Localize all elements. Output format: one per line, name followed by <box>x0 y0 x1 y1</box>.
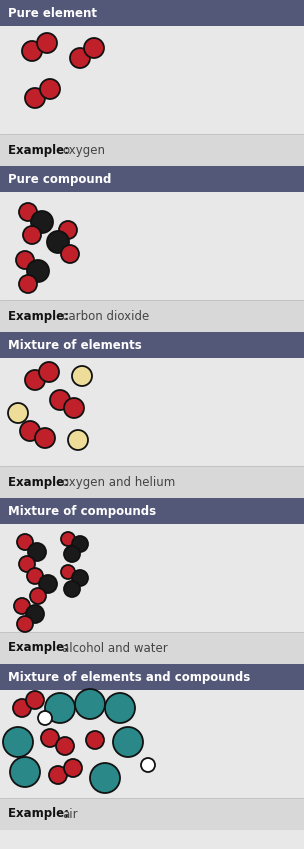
Circle shape <box>72 536 88 552</box>
Bar <box>0 524 304 632</box>
Circle shape <box>45 693 75 723</box>
Text: alcohol and water: alcohol and water <box>62 642 168 655</box>
Circle shape <box>37 33 57 53</box>
Circle shape <box>10 757 40 787</box>
Text: Mixture of elements and compounds: Mixture of elements and compounds <box>8 671 250 683</box>
Circle shape <box>20 421 40 441</box>
Circle shape <box>59 221 77 239</box>
Circle shape <box>35 428 55 448</box>
Circle shape <box>39 362 59 382</box>
Circle shape <box>70 48 90 68</box>
Circle shape <box>68 430 88 450</box>
Bar <box>0 466 304 498</box>
Text: carbon dioxide: carbon dioxide <box>62 310 149 323</box>
Circle shape <box>64 546 80 562</box>
Circle shape <box>86 731 104 749</box>
Bar <box>0 300 304 332</box>
Text: Example:: Example: <box>8 642 73 655</box>
Circle shape <box>50 390 70 410</box>
Circle shape <box>56 737 74 755</box>
Bar <box>0 332 304 358</box>
Circle shape <box>75 689 105 719</box>
Text: Example:: Example: <box>8 310 73 323</box>
Circle shape <box>113 727 143 757</box>
Circle shape <box>27 260 49 282</box>
Text: Mixture of compounds: Mixture of compounds <box>8 504 156 518</box>
Bar <box>0 192 304 300</box>
Circle shape <box>14 598 30 614</box>
Text: oxygen and helium: oxygen and helium <box>62 475 175 488</box>
Circle shape <box>31 211 53 233</box>
Circle shape <box>40 79 60 99</box>
Circle shape <box>3 727 33 757</box>
Circle shape <box>19 556 35 572</box>
Text: air: air <box>62 807 78 820</box>
Circle shape <box>141 758 155 772</box>
Circle shape <box>105 693 135 723</box>
Circle shape <box>28 543 46 561</box>
Bar <box>0 134 304 166</box>
Bar <box>0 166 304 192</box>
Circle shape <box>64 759 82 777</box>
Circle shape <box>49 766 67 784</box>
Bar <box>0 498 304 524</box>
Circle shape <box>27 568 43 584</box>
Circle shape <box>22 41 42 61</box>
Text: Mixture of elements: Mixture of elements <box>8 339 142 351</box>
Circle shape <box>64 398 84 418</box>
Circle shape <box>25 88 45 108</box>
Circle shape <box>61 245 79 263</box>
Circle shape <box>30 588 46 604</box>
Circle shape <box>23 226 41 244</box>
Circle shape <box>72 366 92 386</box>
Circle shape <box>19 203 37 221</box>
Text: oxygen: oxygen <box>62 143 105 156</box>
Circle shape <box>8 403 28 423</box>
Text: Example:: Example: <box>8 807 73 820</box>
Bar <box>0 0 304 26</box>
Text: Example:: Example: <box>8 143 73 156</box>
Circle shape <box>61 565 75 579</box>
Circle shape <box>84 38 104 58</box>
Bar <box>0 358 304 466</box>
Text: Pure compound: Pure compound <box>8 172 111 185</box>
Circle shape <box>90 763 120 793</box>
Bar <box>0 26 304 134</box>
Circle shape <box>72 570 88 586</box>
Bar <box>0 632 304 664</box>
Circle shape <box>16 251 34 269</box>
Circle shape <box>17 534 33 550</box>
Bar <box>0 664 304 690</box>
Circle shape <box>39 575 57 593</box>
Text: Example:: Example: <box>8 475 73 488</box>
Circle shape <box>13 699 31 717</box>
Circle shape <box>64 581 80 597</box>
Circle shape <box>38 711 52 725</box>
Circle shape <box>47 231 69 253</box>
Circle shape <box>26 691 44 709</box>
Circle shape <box>61 532 75 546</box>
Circle shape <box>25 370 45 390</box>
Circle shape <box>17 616 33 632</box>
Bar <box>0 798 304 830</box>
Text: Pure element: Pure element <box>8 7 97 20</box>
Circle shape <box>26 605 44 623</box>
Bar <box>0 690 304 798</box>
Circle shape <box>41 729 59 747</box>
Circle shape <box>19 275 37 293</box>
